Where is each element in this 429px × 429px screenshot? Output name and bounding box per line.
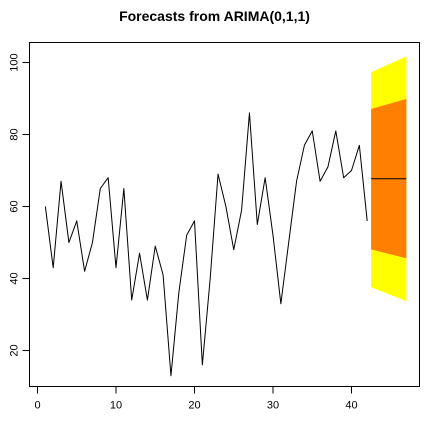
y-tick-label: 20 [9,344,21,356]
x-tick-label: 10 [110,400,122,412]
y-tick-label: 40 [9,272,21,284]
x-axis: 0 10 20 30 40 [34,386,358,412]
x-tick-label: 40 [345,400,357,412]
observed-series-line [44,112,368,377]
y-axis: 20 40 60 80 100 [9,53,30,357]
x-tick-label: 20 [188,400,200,412]
y-tick-label: 100 [9,53,21,71]
x-tick-label: 30 [267,400,279,412]
y-tick-label: 80 [9,128,21,140]
y-tick-label: 60 [9,200,21,212]
plot-frame [29,42,420,387]
series-layer [44,112,407,377]
x-tick-label: 0 [34,400,40,412]
chart-title: Forecasts from ARIMA(0,1,1) [119,8,310,24]
